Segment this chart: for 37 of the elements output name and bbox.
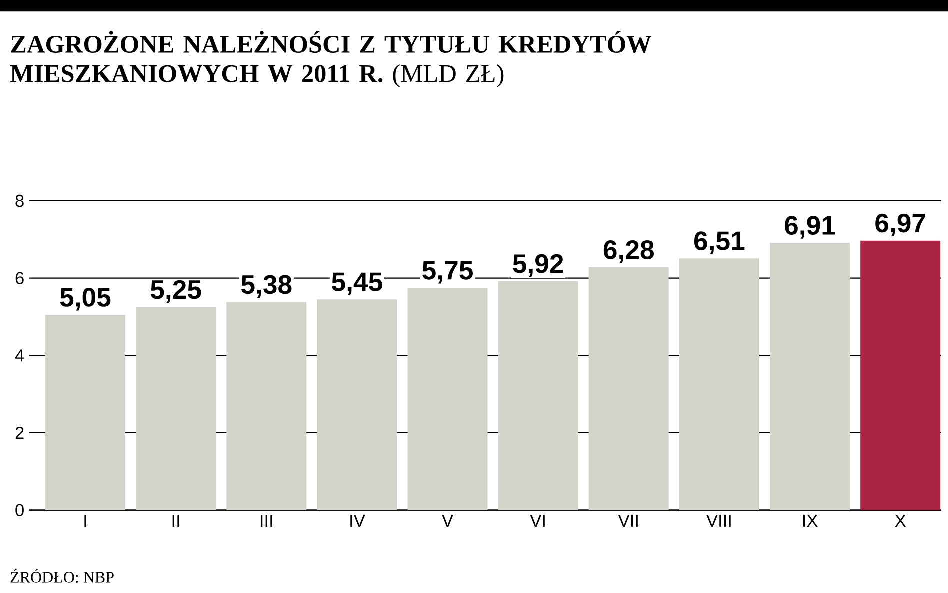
data-label: 6,28: [604, 240, 654, 264]
bar: [679, 258, 760, 510]
x-tick-label: I: [84, 515, 86, 527]
x-tick-label: IX: [803, 515, 818, 527]
x-tick-label: III: [261, 515, 272, 527]
data-label: 5,92: [513, 254, 564, 278]
chart-title: ZAGROŻONE NALEŻNOŚCI Z TYTUŁU KREDYTÓW MIESZKANIOWYCH W 2011 R. (MLD ZŁ): [10, 31, 652, 88]
x-tick-label: VII: [618, 515, 638, 527]
data-label: 5,45: [332, 272, 382, 296]
y-tick-label: 2: [16, 426, 24, 440]
bar: [226, 302, 307, 510]
bar: [498, 281, 578, 510]
bar: [770, 243, 850, 510]
bar: [408, 288, 488, 510]
text: ŹRÓDŁO: NBP: [10, 568, 114, 583]
bar: [317, 300, 398, 510]
data-label: 5,25: [150, 280, 202, 304]
x-tick-label: II: [172, 515, 180, 527]
x-tick-label: VI: [530, 515, 545, 527]
data-label: 6,97: [876, 214, 926, 237]
x-tick-label: V: [442, 515, 454, 527]
y-tick-label: 4: [15, 350, 24, 362]
data-label: 5,05: [60, 288, 111, 311]
data-label: 6,51: [694, 232, 745, 254]
bar: [45, 315, 126, 510]
y-tick-label: 8: [16, 194, 24, 208]
bar: [860, 240, 941, 510]
x-tick-label: VIII: [706, 515, 731, 527]
data-label: 6,91: [785, 216, 836, 239]
bar: [136, 307, 216, 510]
data-label: 5,75: [422, 261, 473, 284]
bar: [588, 268, 669, 510]
data-label: 5,38: [241, 275, 292, 298]
y-tick-label: 0: [16, 504, 24, 516]
x-tick-label: IV: [350, 515, 366, 527]
x-tick-label: X: [895, 515, 906, 527]
y-tick-label: 6: [16, 272, 24, 284]
